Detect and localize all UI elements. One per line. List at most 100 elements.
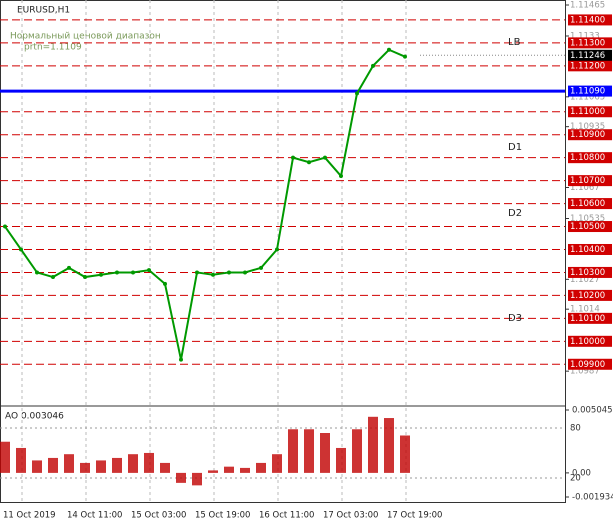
level-tag <box>568 106 612 118</box>
ao-bar <box>240 467 250 473</box>
level-label: 1.10500 <box>570 222 605 232</box>
y-tick-label: 1.11465 <box>570 1 605 11</box>
price-point <box>35 270 39 275</box>
indicator-name: Нормальный ценовой диапазон <box>10 32 161 42</box>
level-label: 1.10900 <box>570 130 605 140</box>
y-tick-label: 1.1014 <box>570 305 600 315</box>
x-tick-label: 17 Oct 03:00 <box>323 511 378 521</box>
price-point <box>387 47 391 52</box>
ao-bar <box>0 441 10 473</box>
level-label: 1.09900 <box>570 360 605 370</box>
price-point <box>195 270 199 275</box>
price-point <box>19 247 23 252</box>
price-point <box>147 268 151 273</box>
price-point <box>371 63 375 68</box>
level-label: 1.10400 <box>570 245 605 255</box>
x-tick-label: 16 Oct 11:00 <box>259 511 314 521</box>
ao-bar <box>224 466 234 473</box>
x-tick-label: 14 Oct 11:00 <box>67 511 122 521</box>
price-line <box>4 48 406 360</box>
ao-bar <box>192 472 202 486</box>
level-tag <box>568 243 612 255</box>
price-point <box>291 155 295 160</box>
ao-bar <box>400 435 410 473</box>
x-tick-label: 17 Oct 19:00 <box>387 511 442 521</box>
ao-bar <box>384 418 394 473</box>
level-tag <box>568 312 612 324</box>
ao-bar <box>352 429 362 473</box>
current-price-label: 1.11246 <box>570 51 605 61</box>
level-label: 1.10700 <box>570 176 605 186</box>
price-point <box>51 275 55 280</box>
ao-bar <box>256 462 266 473</box>
ao-bar <box>176 472 186 483</box>
price-point <box>115 270 119 275</box>
level-label: 1.11300 <box>570 38 605 48</box>
x-tick-label: 11 Oct 2019 <box>3 511 56 521</box>
price-point <box>67 265 71 270</box>
price-point <box>275 247 279 252</box>
level-annotation: D2 <box>508 208 522 219</box>
y-tick-label: 0.00 <box>572 468 591 478</box>
ao-bar <box>16 447 26 473</box>
level-label: 1.11000 <box>570 107 605 117</box>
level-tag <box>568 152 612 164</box>
level-tag <box>568 175 612 187</box>
current-price-tag <box>568 49 612 61</box>
price-point <box>83 275 87 280</box>
level-label: 1.11400 <box>570 15 605 25</box>
y2-tick-label: 80 <box>570 424 581 434</box>
ao-bar <box>160 462 170 473</box>
price-point <box>339 174 343 179</box>
x-tick-label: 15 Oct 19:00 <box>195 511 250 521</box>
ao-bar <box>112 457 122 473</box>
level-label: 1.10100 <box>570 314 605 324</box>
support-label: 1.11090 <box>570 87 605 97</box>
ao-bar <box>32 460 42 473</box>
ao-bar <box>304 429 314 473</box>
level-tag <box>568 289 612 301</box>
level-label: 1.10600 <box>570 199 605 209</box>
ao-bar <box>48 457 58 473</box>
level-label: 1.11200 <box>570 61 605 71</box>
ao-bar <box>288 429 298 473</box>
level-annotation: LB <box>508 37 521 48</box>
ao-bar <box>144 452 154 473</box>
ao-bar <box>320 432 330 473</box>
level-tag <box>568 198 612 210</box>
price-point <box>259 265 263 270</box>
y-tick-label: -0.001934 <box>572 493 613 503</box>
ao-bar <box>64 454 74 473</box>
level-label: 1.10800 <box>570 153 605 163</box>
price-point <box>323 155 327 160</box>
price-point <box>99 272 103 277</box>
level-tag <box>568 14 612 26</box>
indicator-value: prtn=1.1109 <box>24 43 82 53</box>
y-tick-label: 1.11065 <box>570 92 605 102</box>
price-point <box>211 272 215 277</box>
price-point <box>307 160 311 165</box>
ao-bar <box>272 454 282 473</box>
level-tag <box>568 221 612 233</box>
level-label: 1.10000 <box>570 337 605 347</box>
level-label: 1.10200 <box>570 291 605 301</box>
y-tick-label: 1.10535 <box>570 214 605 224</box>
symbol-label: EURUSD,H1 <box>17 6 70 16</box>
x-tick-label: 15 Oct 03:00 <box>131 511 186 521</box>
level-label: 1.10300 <box>570 268 605 278</box>
ao-bar <box>96 460 106 473</box>
ao-bar <box>80 462 90 473</box>
level-tag <box>568 335 612 347</box>
ao-bar <box>128 454 138 473</box>
price-point <box>3 224 7 229</box>
price-point <box>243 270 247 275</box>
y-tick-label: 1.1027 <box>570 275 600 285</box>
level-tag <box>568 129 612 141</box>
price-point <box>131 270 135 275</box>
level-annotation: D1 <box>508 142 522 153</box>
level-annotation: D3 <box>508 313 522 324</box>
support-tag <box>568 85 612 97</box>
y-tick-label: 1.0987 <box>570 367 600 377</box>
ao-bar <box>368 416 378 473</box>
level-tag <box>568 358 612 370</box>
